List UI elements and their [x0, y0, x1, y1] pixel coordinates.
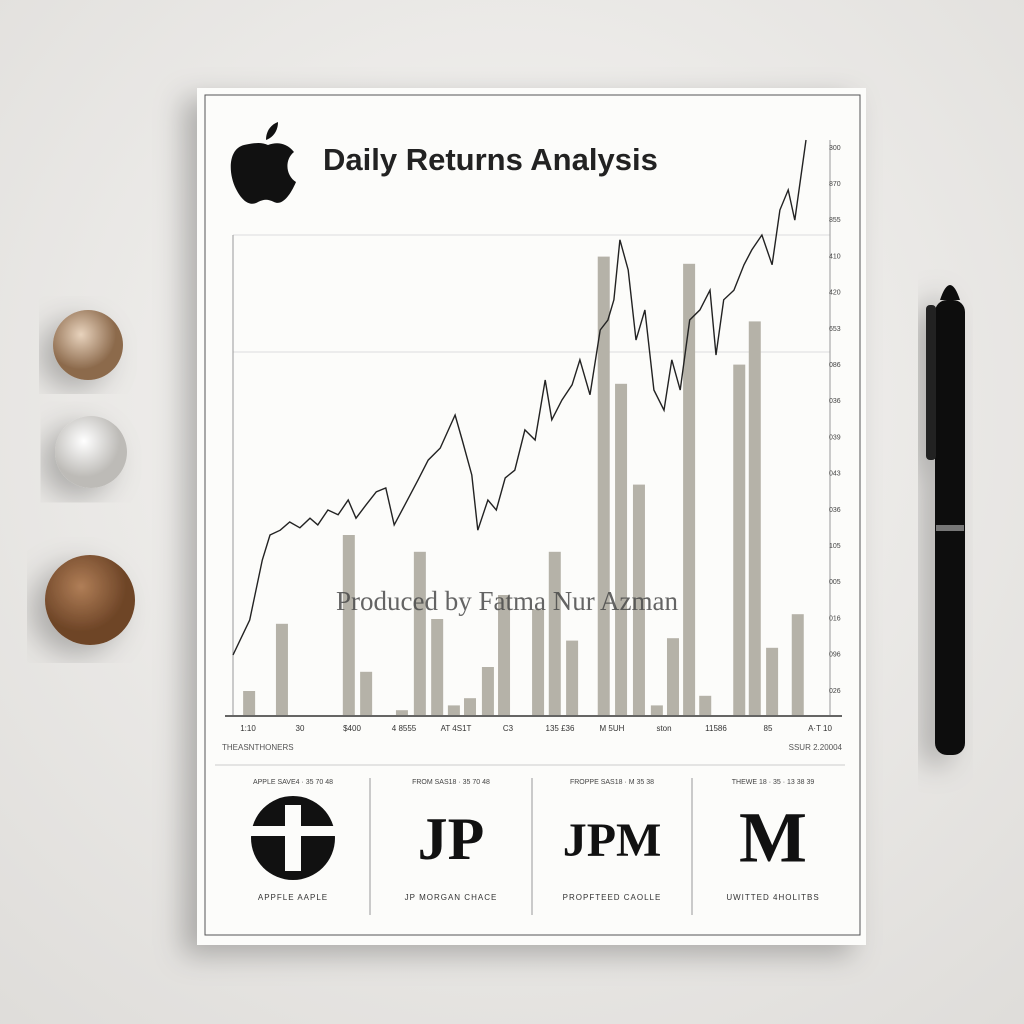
bar: [481, 667, 494, 715]
bar: [431, 619, 444, 715]
bar: [683, 263, 696, 715]
bar: [243, 691, 256, 715]
bar: [566, 640, 579, 715]
x-label: A·T 10: [808, 724, 832, 733]
right-label: 105: [829, 543, 841, 550]
bar: [413, 551, 426, 715]
logo-header: APPLE SAVE4 · 35 70 48: [253, 779, 333, 786]
bar: [733, 364, 746, 715]
bar: [395, 710, 408, 715]
bar: [360, 671, 373, 715]
x-label: 30: [296, 724, 305, 733]
x-label: 1:10: [240, 724, 256, 733]
right-label: 039: [829, 434, 841, 441]
border: [204, 94, 861, 936]
right-label: 420: [829, 290, 841, 297]
x-label: 11586: [705, 724, 727, 733]
x-label: $400: [343, 724, 361, 733]
pen: [926, 285, 965, 755]
x-label: M 5UH: [600, 724, 625, 733]
right-label: 005: [829, 579, 841, 586]
logo-mark: [285, 805, 301, 871]
logo-name: PROPFTEED CAOLLE: [563, 893, 662, 902]
bar: [597, 256, 610, 715]
x-label: AT 4S1T: [441, 724, 472, 733]
x-label: 135 £36: [546, 724, 575, 733]
bar: [548, 551, 561, 715]
right-label: 855: [829, 217, 841, 224]
bar: [699, 695, 712, 715]
button: [53, 310, 123, 380]
chart-title: Daily Returns Analysis: [323, 142, 658, 177]
footer-text: SSUR 2.20004: [789, 743, 843, 752]
right-label: 300: [829, 145, 841, 152]
bar: [464, 698, 477, 715]
bar: [632, 484, 645, 715]
right-label: 086: [829, 362, 841, 369]
right-label: 096: [829, 652, 841, 659]
watermark: Produced by Fatma Nur Azman: [336, 586, 678, 616]
bar: [748, 321, 761, 715]
logo-name: APPFLE AAPLE: [258, 893, 328, 902]
button: [55, 416, 127, 488]
bar: [791, 614, 804, 715]
bar: [650, 705, 663, 715]
logo-name: JP MORGAN CHACE: [405, 893, 498, 902]
line: [232, 139, 807, 656]
bar: [447, 705, 460, 715]
x-label: 85: [764, 724, 773, 733]
right-label: 036: [829, 507, 841, 514]
logo-name: UWITTED 4HOLITBS: [726, 893, 819, 902]
x-label: 4 8555: [392, 724, 417, 733]
logo-mark: JP: [418, 806, 485, 872]
right-label: 410: [829, 253, 841, 260]
x-label: C3: [503, 724, 514, 733]
right-label: 016: [829, 615, 841, 622]
bar: [498, 595, 511, 715]
right-label: 026: [829, 688, 841, 695]
bar: [615, 383, 628, 715]
right-label: 653: [829, 326, 841, 333]
logo-header: FROPPE SAS18 · M 35 38: [570, 779, 654, 786]
right-label: 043: [829, 471, 841, 478]
button: [45, 555, 135, 645]
x-label: ston: [656, 724, 671, 733]
footer-text: THEASNTHONERS: [222, 743, 294, 752]
bar: [666, 638, 679, 715]
bar: [532, 609, 545, 715]
logo-header: THEWE 18 · 35 · 13 38 39: [732, 779, 815, 786]
logo-header: FROM SAS18 · 35 70 48: [412, 779, 490, 786]
plot: [215, 140, 845, 915]
bar: [766, 647, 779, 715]
right-label: 870: [829, 181, 841, 188]
logo-mark: M: [739, 798, 807, 878]
bar: [342, 535, 355, 715]
bar: [275, 623, 288, 715]
logo-mark: JPM: [563, 814, 662, 867]
apple-logo: [230, 122, 296, 204]
right-label: 036: [829, 398, 841, 405]
